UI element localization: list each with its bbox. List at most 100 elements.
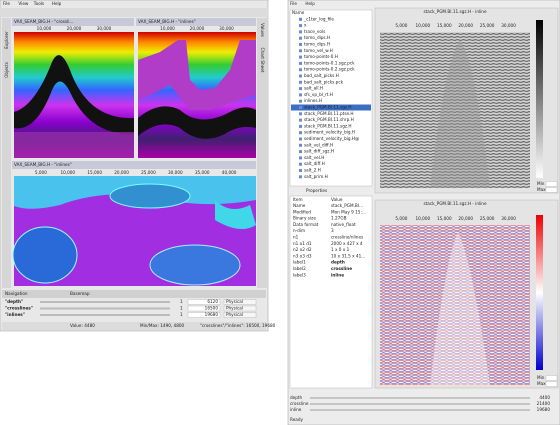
- menu-item[interactable]: Help: [305, 1, 315, 6]
- tree-item[interactable]: tomo-points-0.1.sgz.pck: [304, 60, 355, 65]
- salt-body: [149, 244, 241, 286]
- menu-item[interactable]: Help: [52, 1, 62, 6]
- property-cell: n1: [293, 235, 299, 240]
- side-tab[interactable]: Explorer: [4, 31, 9, 49]
- file-icon: [299, 74, 302, 78]
- tree-item[interactable]: sediment_velocity_big.H@: [304, 136, 359, 141]
- axis-tick-label: 35,000: [195, 170, 210, 175]
- slider[interactable]: [40, 301, 170, 303]
- property-cell: Name: [293, 203, 306, 208]
- input-box[interactable]: [545, 381, 558, 387]
- property-cell: Mon May 9 15:...: [331, 209, 366, 214]
- side-tab[interactable]: Chart Sheet: [260, 48, 265, 73]
- tree-item[interactable]: tomo_vel_w.H: [304, 48, 333, 53]
- tree-item[interactable]: tomo_dips.H: [304, 42, 330, 47]
- tree-item[interactable]: salt_vel_diff.H: [304, 142, 333, 147]
- file-icon: [299, 112, 302, 116]
- property-cell: n3 o3 d3: [293, 253, 312, 258]
- menu-item[interactable]: File: [3, 1, 10, 6]
- tree-item[interactable]: salt_diff_sgz.H: [304, 149, 334, 154]
- input-box[interactable]: [187, 312, 221, 318]
- properties-panel: [289, 195, 373, 389]
- axis-tick-label: 20,000: [458, 23, 473, 28]
- axis-tick-label: 20,000: [458, 216, 473, 221]
- tree-item[interactable]: tomo-points-0.2.sgz.pck: [304, 67, 355, 72]
- tree-item[interactable]: salt_diff.H: [304, 161, 325, 166]
- slider[interactable]: [310, 403, 530, 405]
- menu-item[interactable]: View: [18, 1, 29, 6]
- tree-item[interactable]: bad_salt_picks.pck: [304, 79, 344, 84]
- input-box[interactable]: [545, 187, 558, 193]
- menu-item[interactable]: Tools: [33, 1, 44, 6]
- tree-item[interactable]: tomo-points-0.H: [304, 54, 338, 59]
- tab[interactable]: Properties: [306, 188, 327, 193]
- slider-value: 19680: [537, 407, 551, 412]
- tree-item[interactable]: salt_vel.H: [304, 155, 324, 160]
- axis-name: "inlines": [5, 312, 25, 317]
- seismic-image: [380, 32, 530, 188]
- tree-item[interactable]: salt_2.H: [304, 168, 321, 173]
- slider-label: crossline: [290, 401, 309, 406]
- spin-count: 1: [180, 312, 183, 317]
- axis-tick-label: 30,000: [97, 26, 112, 31]
- toolbar: [0, 8, 268, 17]
- tree-item[interactable]: x: [304, 23, 307, 28]
- tree-item[interactable]: stack_PGM.BI.11.sgz.H: [304, 123, 352, 128]
- input-box[interactable]: [187, 305, 221, 312]
- dropdown[interactable]: [223, 312, 257, 318]
- slider-label: inline: [290, 407, 302, 412]
- axis-tick-label: 25,000: [480, 23, 495, 28]
- mode: Physical: [226, 299, 243, 304]
- file-icon: [299, 175, 302, 179]
- tree-item[interactable]: salt_prim.H: [304, 174, 328, 179]
- dropdown[interactable]: [223, 299, 257, 305]
- menu-item[interactable]: File: [290, 1, 297, 6]
- file-icon: [299, 17, 302, 21]
- property-cell: 1 x 0 x 1: [331, 247, 350, 252]
- tree-item[interactable]: Name: [292, 10, 305, 15]
- tree-item[interactable]: stack_PGM.BI.11.ptse.H: [304, 111, 354, 116]
- slider[interactable]: [40, 314, 170, 316]
- tree-item[interactable]: bad_salt_picks.H: [304, 73, 339, 78]
- tree-item[interactable]: tomo_dips.H: [304, 35, 330, 40]
- axis-tick-label: 20,000: [190, 26, 205, 31]
- property-cell: n1 o1 d1: [293, 241, 312, 246]
- tree-item[interactable]: stack_PGM.BI.11.sgz.H: [304, 105, 352, 110]
- slider[interactable]: [40, 307, 170, 310]
- slider[interactable]: [310, 397, 530, 399]
- nav-header: [2, 290, 266, 298]
- file-icon: [299, 99, 302, 103]
- property-cell: crossline/nlines: [331, 235, 363, 240]
- tree-item[interactable]: sediment_velocity_big.H: [304, 130, 355, 135]
- salt-body: [109, 183, 191, 209]
- property-cell: label2: [293, 266, 306, 271]
- property-cell: native_float: [331, 222, 356, 227]
- tree-item[interactable]: sfs_vp_bl_rt.H: [304, 92, 333, 97]
- slider[interactable]: [310, 409, 530, 411]
- view-titlebar: [12, 161, 256, 169]
- input-box[interactable]: [545, 181, 558, 187]
- side-tab[interactable]: Objects: [4, 62, 9, 78]
- input-box[interactable]: [545, 375, 558, 381]
- tree-item[interactable]: salt_all.H: [304, 86, 323, 91]
- slider-value: 4400: [539, 395, 550, 400]
- spin-value: 16500: [205, 306, 219, 311]
- tree-item[interactable]: _c1ter_log_file: [303, 16, 334, 21]
- colorbar: [536, 20, 543, 178]
- axis-tick-label: 30,000: [219, 26, 234, 31]
- input-box[interactable]: [187, 299, 221, 305]
- property-cell: depth: [331, 260, 345, 265]
- property-cell: 2000 x 427 x 4: [331, 241, 363, 246]
- view-title: stack_PGM.BI.11.sgz.H - inline: [423, 9, 487, 14]
- salt-body: [215, 200, 256, 229]
- tree-item[interactable]: stack_PGM.BI.11.shrp.H: [304, 117, 354, 122]
- tab[interactable]: Basemap: [70, 291, 90, 296]
- axis-tick-label: 5,000: [395, 23, 407, 28]
- tree-item[interactable]: inlines.H: [304, 98, 322, 103]
- side-tab[interactable]: Values: [260, 23, 265, 37]
- file-icon: [299, 93, 302, 97]
- dropdown[interactable]: [223, 305, 257, 312]
- axis-tick-label: 30,000: [501, 216, 516, 221]
- tree-item[interactable]: trace_vols: [304, 29, 325, 34]
- file-icon: [299, 43, 302, 46]
